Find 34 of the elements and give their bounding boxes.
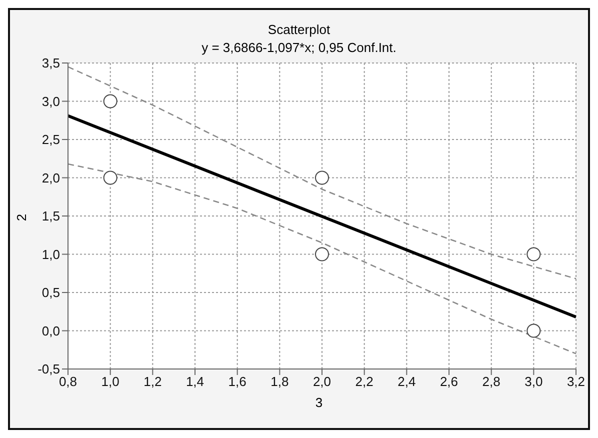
y-tick-label: 0,5 <box>42 285 60 300</box>
line-series <box>68 66 576 280</box>
x-tick-label: 1,4 <box>186 374 204 390</box>
point <box>103 170 118 185</box>
y-tick-label: 2,0 <box>42 170 60 186</box>
x-tick-label: 0,8 <box>58 374 78 390</box>
point <box>526 324 541 338</box>
x-tick-label: 3,2 <box>566 374 586 390</box>
x-axis-title: 3 <box>314 395 324 410</box>
point <box>103 94 118 108</box>
chart-title: Scatterplot <box>266 22 332 37</box>
line-series <box>68 163 576 354</box>
x-tick-label: 1,0 <box>101 374 120 390</box>
chart-subtitle: y = 3,6866-1,097*x; 0,95 Conf.Int. <box>200 40 398 55</box>
y-tick-label: -0,5 <box>38 362 60 377</box>
y-tick-label: 3,0 <box>42 94 60 109</box>
y-axis-title: 2 <box>14 214 30 222</box>
point <box>526 247 541 262</box>
x-tick-label: 1,8 <box>270 374 289 390</box>
x-tick-label: 2,2 <box>355 374 374 390</box>
y-tick-label: 0,0 <box>42 323 60 338</box>
y-tick-label: 2,5 <box>42 132 60 148</box>
y-tick-label: 1,5 <box>42 208 60 224</box>
x-tick-label: 2,0 <box>312 374 332 390</box>
x-tick-label: 2,8 <box>482 374 500 390</box>
x-tick-label: 2,4 <box>398 374 416 390</box>
x-tick-label: 3,0 <box>524 374 543 390</box>
x-tick-label: 1,2 <box>144 374 162 390</box>
x-tick-label: 1,6 <box>228 374 246 390</box>
y-tick-label: 1,0 <box>42 246 60 262</box>
y-tick-label: 3,5 <box>42 56 60 71</box>
x-tick-label: 2,6 <box>440 374 458 390</box>
point <box>315 247 329 262</box>
point <box>315 170 329 185</box>
